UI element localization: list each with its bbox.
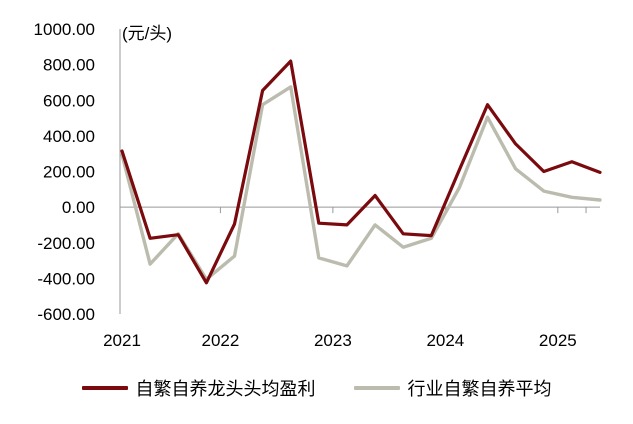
y-tick-label: 0.00 <box>62 198 95 217</box>
y-tick-label: 1000.00 <box>34 20 95 39</box>
y-axis-tick-labels: -600.00 -400.00 -200.00 0.00 200.00 400.00 600… <box>34 20 95 324</box>
unit-label: (元/头) <box>122 24 172 43</box>
y-tick-label: 800.00 <box>43 56 95 75</box>
y-tick-label: -600.00 <box>37 305 95 324</box>
y-tick-label: 400.00 <box>43 127 95 146</box>
legend-label-industry: 行业自繁自养平均 <box>407 379 552 400</box>
legend-label-leader: 自繁自养龙头头均盈利 <box>135 379 316 400</box>
x-tick-label: 2024 <box>426 331 464 350</box>
x-tick-label: 2022 <box>201 331 239 350</box>
x-tick-label: 2021 <box>103 331 141 350</box>
x-tick-label: 2025 <box>539 331 577 350</box>
legend-swatch-industry <box>353 386 400 390</box>
x-tick-label: 2023 <box>314 331 352 350</box>
legend-item-leader: 自繁自养龙头头均盈利 <box>81 375 316 401</box>
x-axis-tick-labels: 2021 2022 2023 2024 2025 <box>103 331 577 350</box>
series-lines <box>120 59 602 285</box>
series-line-industry <box>120 85 602 281</box>
legend: 自繁自养龙头头均盈利 行业自繁自养平均 <box>0 374 633 402</box>
x-axis-ticks <box>219 207 587 214</box>
series-line-leader <box>120 59 602 285</box>
legend-item-industry: 行业自繁自养平均 <box>353 375 552 401</box>
y-tick-label: -200.00 <box>37 234 95 253</box>
y-tick-label: 600.00 <box>43 91 95 110</box>
y-tick-label: -400.00 <box>37 269 95 288</box>
y-tick-label: 200.00 <box>43 163 95 182</box>
line-chart: -600.00 -400.00 -200.00 0.00 200.00 400.00 600… <box>34 20 602 350</box>
legend-swatch-leader <box>81 386 128 390</box>
